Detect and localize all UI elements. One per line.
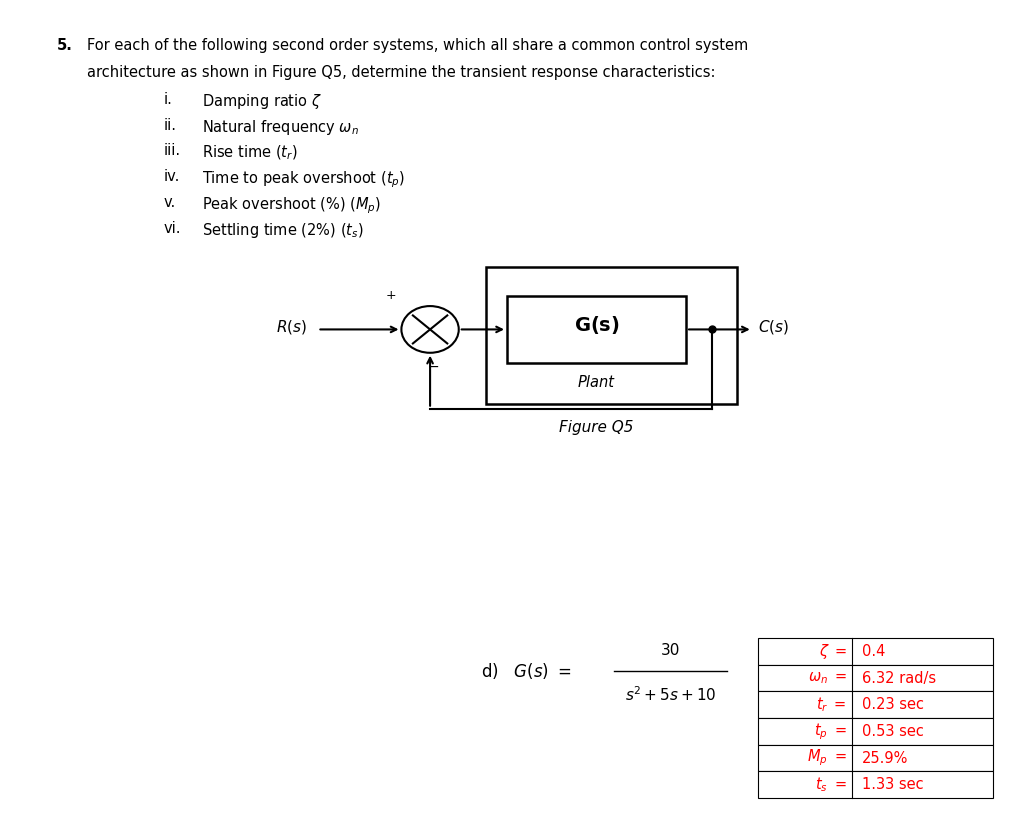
Bar bbox=[758, 718, 993, 745]
Bar bbox=[758, 691, 993, 718]
Text: iii.: iii. bbox=[164, 143, 181, 158]
Text: architecture as shown in Figure Q5, determine the transient response characteris: architecture as shown in Figure Q5, dete… bbox=[87, 65, 716, 80]
Text: vi.: vi. bbox=[164, 221, 181, 236]
Text: iv.: iv. bbox=[164, 169, 180, 184]
Text: For each of the following second order systems, which all share a common control: For each of the following second order s… bbox=[87, 38, 749, 53]
Text: +: + bbox=[386, 289, 396, 302]
Text: Natural frequency $\omega_n$: Natural frequency $\omega_n$ bbox=[202, 118, 358, 137]
Bar bbox=[758, 771, 993, 798]
Bar bbox=[758, 638, 993, 665]
Text: $\omega_n$ $=$: $\omega_n$ $=$ bbox=[808, 671, 847, 686]
Text: 25.9%: 25.9% bbox=[862, 751, 908, 766]
Text: 0.4: 0.4 bbox=[862, 644, 886, 659]
Bar bbox=[486, 267, 737, 404]
Text: 0.23 sec: 0.23 sec bbox=[862, 697, 925, 712]
Text: $M_p$ $=$: $M_p$ $=$ bbox=[807, 748, 847, 768]
Text: 5.: 5. bbox=[56, 38, 73, 53]
Text: $\mathbf{G(s)}$: $\mathbf{G(s)}$ bbox=[573, 314, 620, 336]
Text: $t_r$ $=$: $t_r$ $=$ bbox=[816, 696, 847, 714]
Text: $R(s)$: $R(s)$ bbox=[276, 318, 307, 336]
Text: Damping ratio $\zeta$: Damping ratio $\zeta$ bbox=[202, 92, 322, 111]
Circle shape bbox=[401, 306, 459, 353]
Text: 6.32 rad/s: 6.32 rad/s bbox=[862, 671, 936, 686]
Text: Plant: Plant bbox=[578, 375, 615, 390]
Text: Settling time (2%) $(t_s)$: Settling time (2%) $(t_s)$ bbox=[202, 221, 364, 240]
Text: ii.: ii. bbox=[164, 118, 177, 133]
Bar bbox=[507, 296, 686, 363]
Text: 0.53 sec: 0.53 sec bbox=[862, 724, 924, 739]
Text: Time to peak overshoot $(t_p)$: Time to peak overshoot $(t_p)$ bbox=[202, 169, 404, 190]
Text: 1.33 sec: 1.33 sec bbox=[862, 777, 924, 792]
Text: Rise time $(t_r)$: Rise time $(t_r)$ bbox=[202, 143, 297, 162]
Bar bbox=[758, 665, 993, 691]
Text: 30: 30 bbox=[662, 643, 680, 658]
Text: v.: v. bbox=[164, 195, 176, 210]
Text: $t_s$ $=$: $t_s$ $=$ bbox=[815, 776, 847, 794]
Text: Figure Q5: Figure Q5 bbox=[559, 420, 634, 435]
Bar bbox=[758, 745, 993, 771]
Text: −: − bbox=[427, 359, 439, 374]
Text: $t_p$ $=$: $t_p$ $=$ bbox=[814, 721, 847, 741]
Text: $\zeta$ $=$: $\zeta$ $=$ bbox=[819, 642, 847, 661]
Text: i.: i. bbox=[164, 92, 173, 107]
Text: $s^2+5s+10$: $s^2+5s+10$ bbox=[625, 686, 717, 704]
Text: Peak overshoot (%) $(M_p)$: Peak overshoot (%) $(M_p)$ bbox=[202, 195, 381, 216]
Text: d)   $G(s)\ =$: d) $G(s)\ =$ bbox=[481, 661, 571, 681]
Text: $C(s)$: $C(s)$ bbox=[758, 318, 788, 336]
